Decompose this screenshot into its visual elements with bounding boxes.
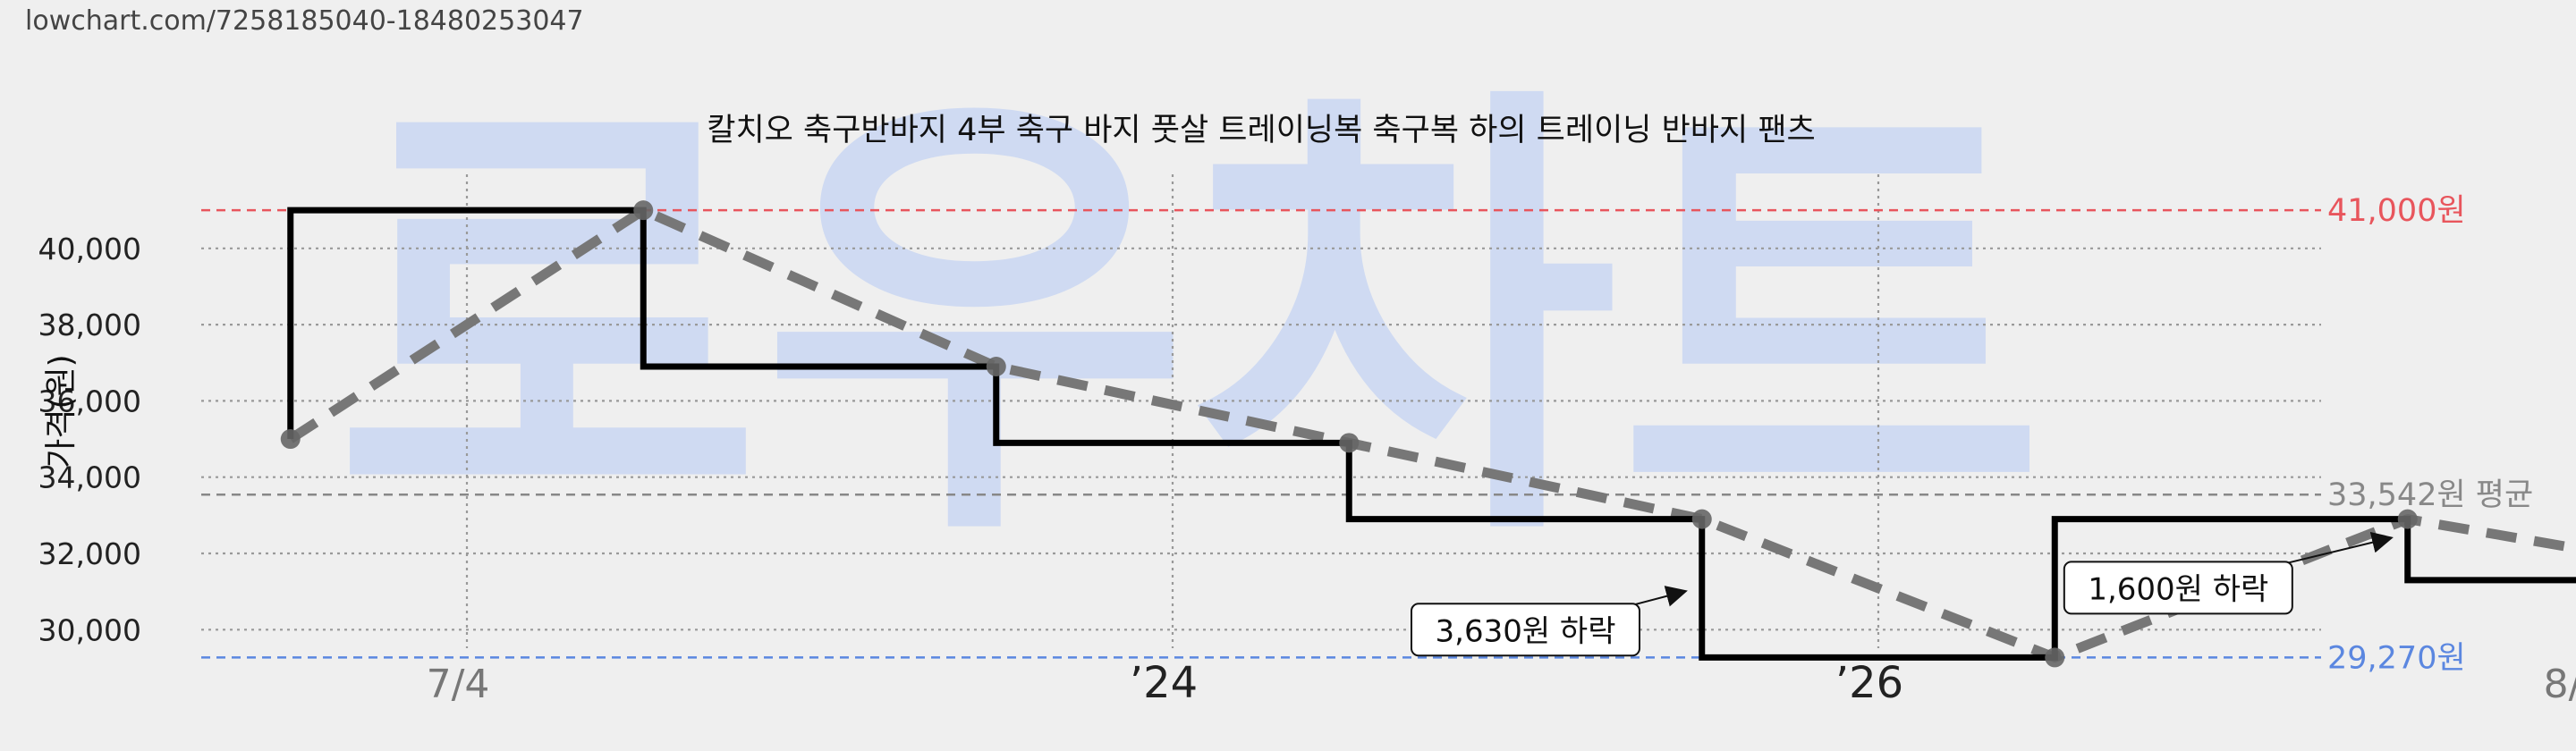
reference-line-label: 41,000원 bbox=[2327, 193, 2466, 229]
x-tick-label: ’24 bbox=[1130, 658, 1198, 708]
price-drop-label: 3,630원 하락 bbox=[1436, 613, 1616, 649]
x-tick-label: ’26 bbox=[1835, 658, 1903, 708]
y-tick-label: 34,000 bbox=[38, 460, 141, 495]
data-point bbox=[2045, 647, 2065, 668]
y-axis-label: 가격(원) bbox=[43, 354, 80, 468]
data-point bbox=[1691, 509, 1712, 529]
y-tick-label: 30,000 bbox=[38, 612, 141, 647]
watermark-logo: 로우차트 bbox=[334, 51, 2046, 593]
page-url: lowchart.com/7258185040-18480253047 bbox=[25, 5, 584, 37]
x-tick-label: 8/9 bbox=[2544, 662, 2576, 707]
annotation-arrow bbox=[2269, 531, 2394, 569]
price-drop-label: 1,600원 하락 bbox=[2088, 571, 2268, 607]
data-point bbox=[986, 357, 1006, 377]
y-tick-label: 40,000 bbox=[38, 232, 141, 266]
annotation-box bbox=[2063, 561, 2293, 615]
axes: 30,000 32,000 34,000 36,000 38,000 40,000 7/4 ’… bbox=[38, 232, 2576, 708]
grid bbox=[201, 174, 2321, 648]
y-tick-label: 32,000 bbox=[38, 536, 141, 571]
y-tick-label: 36,000 bbox=[38, 384, 141, 418]
data-point bbox=[280, 429, 301, 450]
price-step-line bbox=[287, 207, 2576, 661]
x-tick-label: 7/4 bbox=[427, 662, 490, 707]
data-point bbox=[1339, 433, 1360, 453]
chart-title: 칼치오 축구반바지 4부 축구 바지 풋살 트레이닝복 축구복 하의 트레이닝 … bbox=[707, 113, 1815, 148]
reference-line-label: 33,542원 평균 bbox=[2327, 477, 2533, 513]
annotation-box bbox=[1411, 603, 1640, 657]
y-tick-label: 38,000 bbox=[38, 308, 141, 342]
annotations: 3,630원 하락1,600원 하락1,600원 하락현재가31,290원 bbox=[1411, 531, 2394, 657]
data-point bbox=[2397, 509, 2418, 529]
data-point bbox=[633, 200, 654, 221]
reference-line-label: 29,270원 bbox=[2327, 640, 2466, 676]
